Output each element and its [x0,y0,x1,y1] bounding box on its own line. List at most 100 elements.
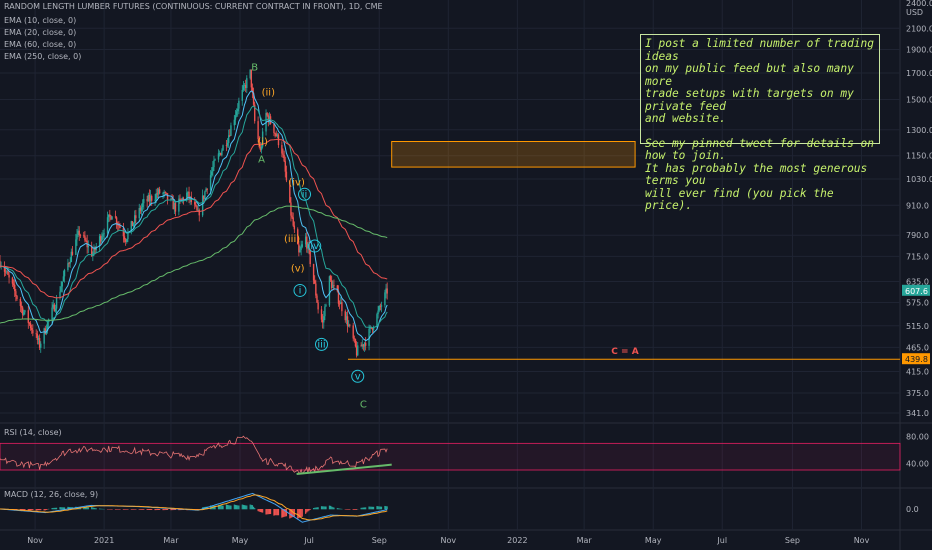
macd-histogram-bar [94,508,96,510]
macd-label: MACD (12, 26, close, 9) [4,490,98,499]
rsi-label: RSI (14, close) [4,428,62,437]
macd-histogram-bar [331,506,333,510]
price-tick-label: 2100.0 [906,24,932,33]
indicator-ema60[interactable]: EMA (60, close, 0) [4,40,77,49]
macd-histogram-bar [22,509,24,511]
candle-body [30,328,33,330]
candle-body [290,202,292,216]
wave-label: i [299,285,302,296]
wave-label: iv [310,241,319,252]
macd-histogram-bar [348,509,350,510]
macd-histogram-bar [250,504,252,510]
candle-body [307,244,309,249]
candle-body [252,92,255,105]
macd-histogram-bar [147,509,149,510]
candle-body [328,276,331,306]
macd-histogram-bar [116,509,118,510]
wave-label-circle [308,239,322,253]
candle-body [293,225,296,230]
candle-body [275,133,277,137]
candle-body [171,198,173,200]
wave-label: v [355,371,361,382]
time-tick-label: Mar [577,536,593,545]
candle-body [84,235,86,241]
macd-histogram-bar [275,509,277,516]
candle-body [164,191,166,193]
indicator-ema10[interactable]: EMA (10, close, 0) [4,16,77,25]
macd-histogram-bar [309,509,311,510]
macd-histogram-bar [251,505,254,510]
macd-histogram-bar [85,507,87,510]
candle-body [37,338,40,340]
candle-body [67,263,69,271]
macd-histogram-bar [156,509,158,511]
macd-histogram-bar [68,506,70,510]
macd-histogram-bar [95,508,97,510]
candle-body [222,145,224,151]
macd-histogram-bar [352,509,354,510]
wave-label: (iv) [288,177,305,188]
ema20-line [0,105,388,329]
candle-body [106,217,109,234]
indicator-ema250[interactable]: EMA (250, close, 0) [4,52,82,61]
macd-histogram-bar [262,509,264,513]
candle-body [147,194,150,202]
macd-histogram-bar [284,509,286,517]
candle-body [364,342,367,346]
candle-body [235,111,238,116]
macd-histogram-bar [135,509,137,510]
candle-body [117,224,119,226]
price-axis[interactable]: 341.0 375.0 415.0 465.0 515.0 575.0 635.0 715.0… [906,24,932,418]
price-tick-label: 1150.0 [906,152,932,161]
candle-body [69,262,71,264]
rsi-line [0,435,388,475]
candle-body [341,302,343,312]
candle-body [118,225,120,227]
macd-histogram-bar [298,509,300,519]
candle-body [173,203,176,210]
macd-histogram-bar [376,506,378,510]
candle-body [38,338,41,348]
candle-body [115,217,118,225]
macd-histogram-bar [37,509,40,511]
rsi-tick-label: 80.00 [906,433,929,442]
macd-histogram-bar [336,508,338,510]
macd-histogram-bar [225,504,228,510]
macd-histogram-bar [63,507,66,510]
ema-lines [0,90,388,342]
wave-label-circle [351,369,365,383]
macd-histogram-bar [356,509,358,510]
candle-body [385,288,387,293]
indicator-ema20[interactable]: EMA (20, close, 0) [4,28,77,37]
candle-body [218,152,221,154]
candle-body [122,227,125,237]
macd-histogram-bar [369,506,371,510]
time-axis[interactable]: Nov 2021 Mar May Jul Sep Nov 2022 Mar May Jul Sep No… [27,536,869,545]
price-tick-label: 375.0 [906,389,929,398]
candle-body [346,316,349,327]
candle-body [90,245,93,257]
macd-histogram-bar [43,509,45,511]
price-tick-label: 1700.0 [906,69,932,78]
macd-histogram-bar [276,509,278,516]
macd-histogram-bar [379,506,381,510]
last-price-label: 607.6 [905,287,928,296]
candle-body [273,123,275,134]
price-tick-label: 635.0 [906,277,929,286]
macd-histogram-bar [277,509,280,516]
macd-histogram-bar [234,504,237,510]
candle-body [258,139,260,147]
macd-histogram-bar [333,507,335,510]
candle-body [316,295,318,303]
candle-body [0,260,1,267]
candle-body [306,236,308,249]
macd-histogram-bar [24,509,26,511]
macd-histogram-bar [384,505,386,510]
candle-body [378,306,380,311]
candle-body [15,291,17,296]
time-tick-label: Mar [163,536,179,545]
macd-histogram-bar [229,505,231,510]
macd-histogram-bar [299,509,301,518]
candle-body [131,221,134,227]
